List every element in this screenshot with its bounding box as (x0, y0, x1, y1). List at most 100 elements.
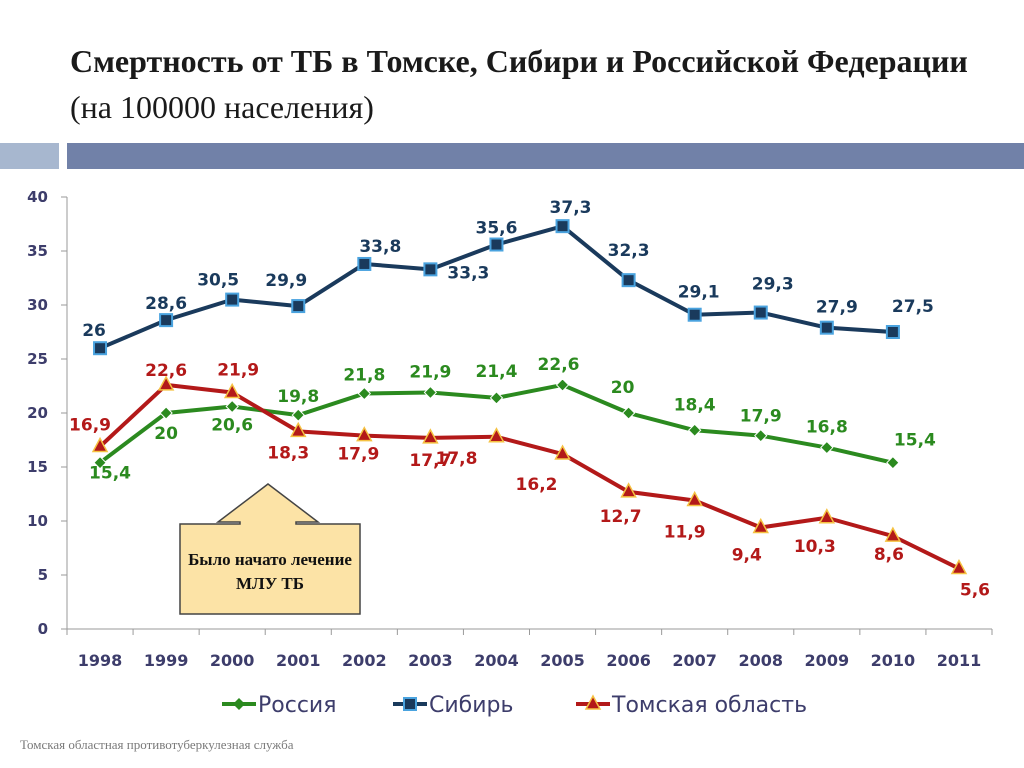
point-siberia (291, 299, 306, 314)
data-label-tomsk: 9,4 (732, 545, 762, 565)
point-siberia (489, 237, 504, 252)
callout-text: Было начато лечение МЛУ ТБ (188, 550, 352, 593)
title-main: Смертность от ТБ в Томске, Сибири и Росс… (70, 43, 968, 79)
point-tomsk (223, 382, 241, 399)
x-tick-label: 2007 (672, 651, 717, 670)
data-label-russia: 21,9 (409, 362, 451, 382)
point-siberia (357, 256, 372, 271)
header-band-dark (67, 143, 1024, 169)
x-tick-label: 2004 (474, 651, 519, 670)
point-tomsk (157, 375, 175, 391)
point-siberia (555, 219, 570, 234)
y-tick-label: 0 (38, 620, 48, 638)
point-tomsk (752, 517, 770, 534)
data-label-russia: 15,4 (89, 464, 131, 484)
y-tick-label: 5 (38, 566, 48, 584)
y-tick-label: 30 (27, 296, 48, 314)
point-russia (357, 386, 372, 401)
data-label-siberia: 27,9 (816, 298, 858, 318)
data-label-tomsk: 21,9 (217, 360, 259, 380)
callout-arrow-box (179, 483, 361, 615)
data-label-siberia: 27,5 (892, 297, 934, 317)
data-label-russia: 16,8 (806, 418, 848, 438)
data-label-tomsk: 12,7 (600, 507, 642, 527)
legend-marker-tomsk (584, 694, 602, 710)
data-label-russia: 18,4 (674, 395, 716, 415)
point-siberia (621, 273, 636, 288)
data-label-siberia: 32,3 (608, 241, 650, 261)
point-tomsk (422, 428, 439, 444)
data-label-russia: 17,9 (740, 407, 782, 427)
data-label-siberia: 28,6 (145, 294, 187, 314)
point-siberia (753, 305, 768, 320)
point-siberia (687, 307, 702, 322)
legend-marker-siberia (403, 697, 417, 711)
x-tick-label: 2010 (871, 651, 916, 670)
point-siberia (819, 320, 834, 335)
point-russia (621, 406, 636, 420)
legend-marker-russia (233, 698, 245, 710)
data-label-russia: 19,8 (277, 387, 319, 407)
point-siberia (423, 262, 438, 277)
point-tomsk (620, 482, 637, 498)
data-label-russia: 15,4 (894, 431, 936, 451)
data-label-russia: 22,6 (538, 355, 580, 375)
x-tick-label: 1998 (78, 651, 123, 670)
series-line-tomsk (98, 382, 960, 571)
data-label-siberia: 29,9 (265, 271, 307, 291)
y-tick-label: 15 (27, 458, 48, 476)
data-label-tomsk: 18,3 (267, 443, 309, 463)
x-tick-label: 2005 (540, 651, 585, 670)
header-band-light (0, 143, 59, 169)
point-siberia (225, 292, 240, 307)
point-tomsk (818, 508, 836, 524)
footer-source: Томская областная противотуберкулезная с… (20, 737, 294, 752)
x-tick-label: 2009 (805, 651, 850, 670)
data-label-siberia: 37,3 (550, 198, 592, 218)
point-russia (886, 455, 900, 470)
y-tick-label: 35 (27, 242, 48, 260)
y-tick-label: 40 (27, 188, 48, 206)
data-label-siberia: 33,3 (447, 263, 489, 283)
data-label-tomsk: 5,6 (960, 581, 990, 601)
data-label-siberia: 26 (82, 321, 106, 341)
legend-label-siberia: Сибирь (429, 693, 513, 718)
data-label-tomsk: 17,7 (409, 451, 451, 471)
x-tick-label: 2008 (738, 651, 783, 670)
data-label-siberia: 29,1 (678, 283, 720, 303)
point-siberia (159, 313, 174, 328)
point-tomsk (950, 558, 968, 575)
point-russia (93, 455, 107, 470)
point-tomsk (91, 436, 109, 453)
x-tick-label: 2006 (606, 651, 651, 670)
legend-label-tomsk: Томская область (611, 693, 807, 718)
data-label-russia: 21,4 (475, 362, 517, 382)
x-tick-label: 2001 (276, 651, 321, 670)
point-tomsk (554, 444, 571, 460)
y-tick-label: 25 (27, 350, 48, 368)
x-tick-label: 1999 (144, 651, 189, 670)
title-sub: (на 100000 населения) (70, 89, 374, 125)
data-label-tomsk: 16,2 (516, 475, 558, 495)
data-label-siberia: 29,3 (752, 275, 794, 295)
point-russia (754, 428, 768, 443)
x-tick-label: 2011 (937, 651, 982, 670)
data-label-russia: 20,6 (211, 416, 253, 436)
point-siberia (885, 325, 900, 339)
data-label-siberia: 33,8 (359, 237, 401, 257)
data-label-tomsk: 16,9 (69, 415, 111, 435)
data-label-siberia: 30,5 (197, 271, 239, 291)
x-tick-label: 2002 (342, 651, 387, 670)
x-tick-label: 2000 (210, 651, 255, 670)
legend-label-russia: Россия (258, 693, 336, 718)
data-label-tomsk: 22,6 (145, 361, 187, 381)
y-tick-label: 20 (27, 404, 48, 422)
point-russia (423, 385, 438, 400)
point-russia (159, 406, 173, 420)
data-label-russia: 20 (611, 378, 635, 398)
data-label-tomsk: 8,6 (874, 545, 904, 565)
point-tomsk (884, 526, 902, 542)
y-tick-label: 10 (27, 512, 48, 530)
data-label-tomsk: 17,9 (337, 445, 379, 465)
